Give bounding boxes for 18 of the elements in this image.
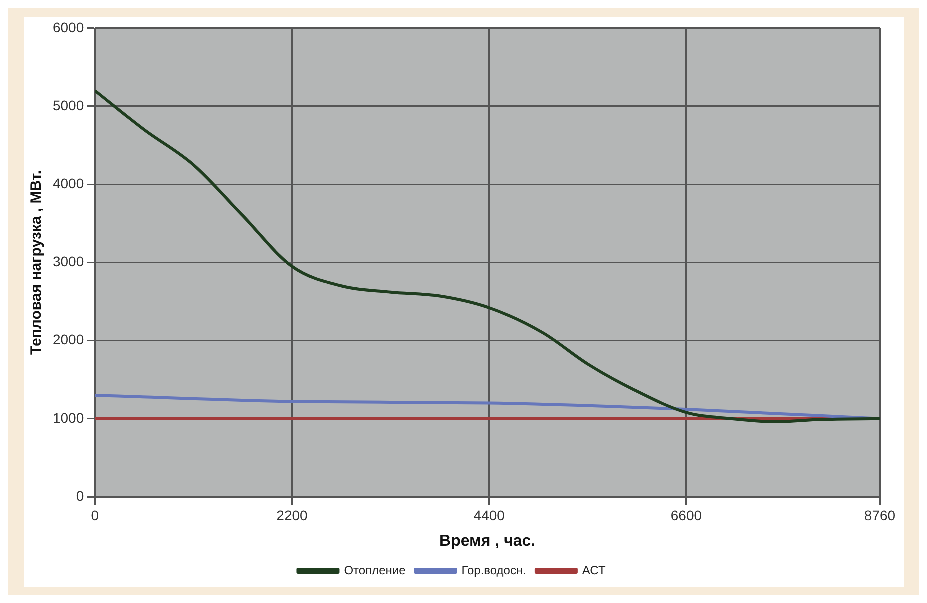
- x-tick-label: 8760: [864, 506, 896, 523]
- x-tick-label: 2200: [276, 506, 308, 523]
- legend-label: Гор.водосн.: [461, 562, 526, 577]
- x-tick-label: 6600: [670, 506, 702, 523]
- y-tick-label: 6000: [52, 18, 84, 35]
- y-tick-label: 0: [76, 487, 84, 504]
- legend-label: Отопление: [344, 562, 406, 577]
- y-axis-title: Тепловая нагрузка , МВт.: [28, 170, 45, 354]
- y-tick-label: 3000: [52, 253, 84, 270]
- x-tick-label: 0: [90, 506, 99, 523]
- x-tick-label: 4400: [473, 506, 505, 523]
- y-tick-label: 1000: [52, 409, 84, 426]
- line-series: [94, 393, 880, 420]
- y-tick-label: 4000: [52, 174, 84, 191]
- x-axis-title: Время , час.: [439, 532, 536, 550]
- y-tick-label: 5000: [52, 96, 84, 113]
- legend-label: АСТ: [582, 562, 606, 577]
- y-tick-label: 2000: [52, 331, 84, 348]
